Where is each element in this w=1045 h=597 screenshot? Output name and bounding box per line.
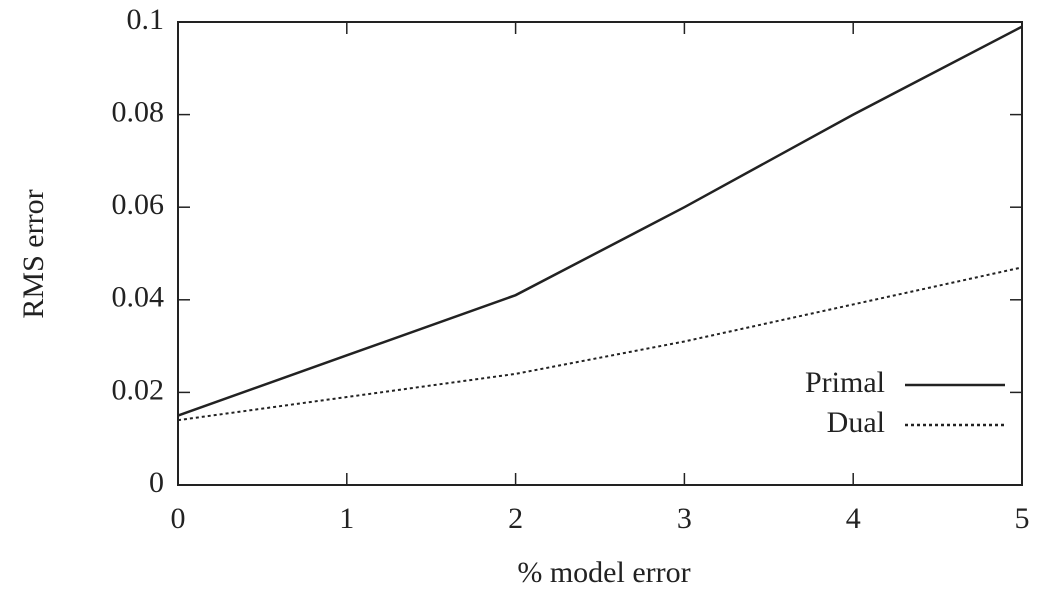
x-tick-label: 1 <box>339 502 354 535</box>
x-axis-label: % model error <box>517 556 690 589</box>
y-tick-label: 0.06 <box>112 188 165 221</box>
x-tick-label: 4 <box>846 502 861 535</box>
y-axis-label: RMS error <box>17 189 50 318</box>
y-tick-label: 0.04 <box>112 281 165 314</box>
y-tick-label: 0.02 <box>112 373 165 406</box>
x-tick-label: 2 <box>508 502 523 535</box>
y-tick-label: 0.1 <box>127 3 165 36</box>
legend-label: Dual <box>827 406 885 439</box>
y-tick-label: 0.08 <box>112 95 165 128</box>
plot-frame <box>177 21 1023 486</box>
x-tick-label: 0 <box>171 502 186 535</box>
series-line <box>177 266 1023 422</box>
y-tick-label: 0 <box>149 466 164 499</box>
x-tick-label: 5 <box>1015 502 1030 535</box>
series-line <box>177 25 1023 417</box>
x-tick-label: 3 <box>677 502 692 535</box>
legend-label: Primal <box>805 366 885 399</box>
